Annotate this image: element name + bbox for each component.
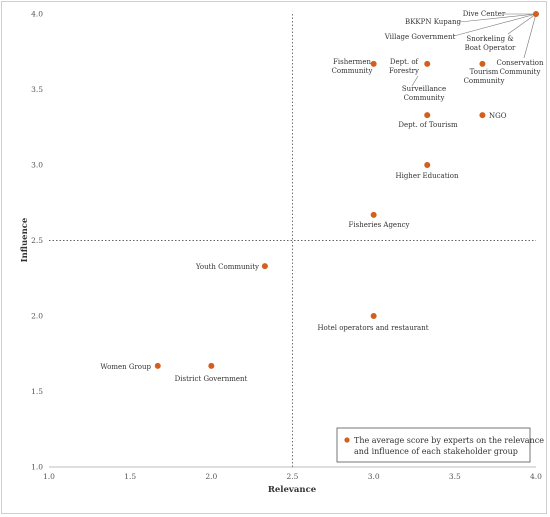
legend: The average score by experts on the rele…: [336, 427, 546, 463]
point-label: Village Government: [384, 33, 456, 41]
leader-lines: [411, 13, 537, 87]
y-axis-title: Influence: [20, 217, 30, 262]
data-point: [208, 362, 215, 369]
x-tick-label: 1.0: [43, 472, 55, 481]
point-label: Conservation Community: [496, 59, 544, 76]
data-point: [479, 112, 486, 119]
data-point: [370, 313, 377, 319]
leader-line: [459, 13, 537, 23]
data-points: [154, 11, 539, 369]
point-label: Youth Community: [195, 263, 259, 271]
data-point: [424, 162, 431, 168]
leader-line: [453, 13, 537, 37]
leader-line: [411, 75, 419, 87]
x-tick-label: 3.0: [368, 472, 380, 481]
y-tick-label: 2.0: [31, 312, 43, 321]
point-label: Surveillance Community: [402, 85, 446, 102]
x-tick-label: 1.5: [124, 472, 136, 481]
data-point: [261, 263, 268, 270]
legend-marker: [344, 437, 350, 443]
y-tick-label: 3.5: [31, 85, 43, 94]
leader-line: [523, 13, 537, 59]
y-tick-label: 1.0: [31, 463, 43, 472]
data-point: [370, 60, 377, 67]
x-axis-title: Relevance: [268, 485, 317, 495]
x-tick-label: 3.5: [449, 472, 461, 481]
y-tick-label: 4.0: [31, 10, 43, 19]
quadrant-lines: [49, 14, 536, 467]
tick-labels: 1.0 1.5 2.0 2.5 3.0 3.5 4.0 1.0 1.5 2.0 2.5 3.0 3.5 4…: [31, 10, 542, 482]
x-tick-label: 2.5: [287, 472, 299, 481]
leader-line: [507, 13, 537, 35]
point-label: Higher Education: [395, 172, 459, 180]
point-label: Dept. of Forestry: [389, 58, 420, 75]
data-point: [424, 60, 431, 67]
point-label: Dept. of Tourism: [398, 121, 458, 129]
point-label: Fishermen Community: [332, 58, 373, 75]
point-label: District Government: [175, 375, 248, 383]
point-label: Women Group: [100, 363, 151, 371]
y-tick-label: 1.5: [31, 387, 43, 396]
point-label: Tourism Community: [464, 68, 505, 85]
point-label: Hotel operators and restaurant: [317, 324, 428, 332]
legend-text: The average score by experts on the rele…: [354, 436, 546, 456]
y-tick-label: 2.5: [31, 236, 43, 245]
point-label: Fisheries Agency: [349, 221, 410, 229]
x-tick-label: 4.0: [530, 472, 542, 481]
data-point: [479, 60, 486, 67]
data-point: [154, 362, 161, 369]
data-point: [424, 112, 431, 119]
point-label: NGO: [489, 112, 507, 120]
point-label: Snorkeling & Boat Operator: [465, 35, 516, 52]
x-tick-label: 2.0: [205, 472, 217, 481]
data-point: [370, 211, 377, 218]
point-label: Dive Center: [463, 10, 506, 18]
y-tick-label: 3.0: [31, 161, 43, 170]
data-point: [533, 11, 539, 17]
point-label: BKKPN Kupang: [405, 18, 461, 26]
legend-box: [336, 427, 531, 463]
